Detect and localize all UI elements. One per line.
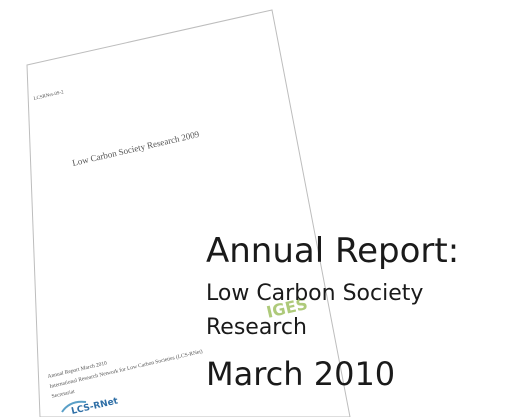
overlay-date: March 2010 [206, 355, 395, 393]
overlay-heading: Annual Report: [206, 231, 459, 271]
overlay-subtitle: Research [206, 315, 307, 340]
overlay-subtitle: Low Carbon Society [206, 281, 423, 306]
cover-image: LCSRNet-09-2 Low Carbon Society Research… [0, 0, 515, 417]
